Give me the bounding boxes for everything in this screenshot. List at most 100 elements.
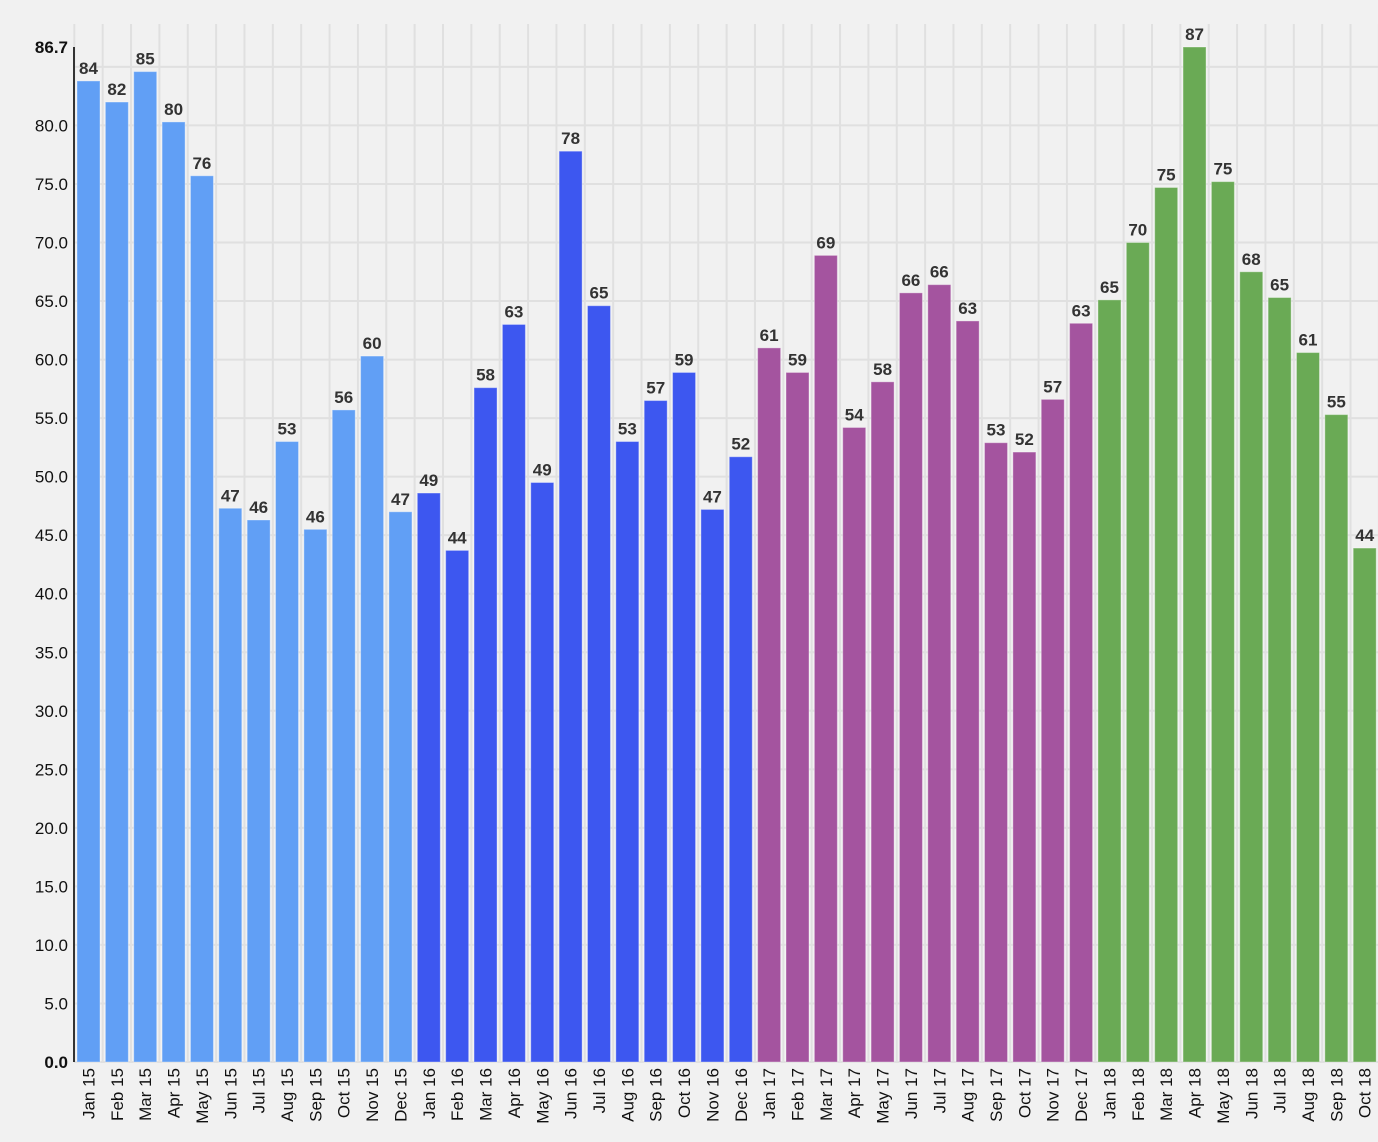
data-label: 54 <box>845 405 864 424</box>
y-tick-label: 40.0 <box>35 585 68 604</box>
x-tick-label: Dec 15 <box>391 1068 410 1122</box>
y-tick-label: 5.0 <box>44 994 68 1013</box>
x-tick-label: May 15 <box>193 1068 212 1124</box>
bar <box>1267 297 1292 1063</box>
data-label: 85 <box>136 50 155 69</box>
data-label: 58 <box>873 360 892 379</box>
y-tick-label: 86.7 <box>35 38 68 57</box>
bar <box>76 80 101 1063</box>
data-label: 61 <box>1299 331 1318 350</box>
bar <box>1012 451 1037 1063</box>
bar <box>842 426 867 1063</box>
data-label: 47 <box>221 486 240 505</box>
x-tick-label: Apr 18 <box>1186 1068 1205 1118</box>
y-tick-label: 45.0 <box>35 526 68 545</box>
x-tick-label: Aug 15 <box>278 1068 297 1122</box>
bar <box>984 442 1009 1063</box>
x-tick-label: Apr 15 <box>165 1068 184 1118</box>
bar <box>360 355 385 1063</box>
data-label: 76 <box>192 154 211 173</box>
bar <box>927 284 952 1063</box>
x-tick-label: May 18 <box>1214 1068 1233 1124</box>
x-tick-label: Jan 18 <box>1100 1068 1119 1119</box>
bar <box>1069 322 1094 1063</box>
x-tick-label: Jan 15 <box>80 1068 99 1119</box>
y-axis: 0.0 5.0 10.0 15.0 20.0 25.0 30.0 35.0 40.0 45.0 50… <box>35 38 75 1072</box>
data-label: 63 <box>1072 301 1091 320</box>
data-label: 68 <box>1242 250 1261 269</box>
x-tick-label: Jan 17 <box>760 1068 779 1119</box>
y-tick-label: 60.0 <box>35 351 68 370</box>
bar <box>530 482 555 1063</box>
data-label: 63 <box>504 302 523 321</box>
bar <box>1154 186 1179 1063</box>
bars <box>76 46 1377 1063</box>
bar <box>955 320 980 1063</box>
x-tick-label: Nov 15 <box>363 1068 382 1122</box>
x-tick-label: Jul 18 <box>1271 1068 1290 1113</box>
data-label: 84 <box>79 59 98 78</box>
y-tick-label: 70.0 <box>35 234 68 253</box>
x-tick-label: Feb 16 <box>448 1068 467 1121</box>
bar <box>1097 299 1122 1063</box>
x-tick-label: Sep 15 <box>306 1068 325 1122</box>
data-label: 70 <box>1128 221 1147 240</box>
data-label: 75 <box>1157 165 1176 184</box>
data-label: 63 <box>958 299 977 318</box>
data-label: 78 <box>561 129 580 148</box>
bar <box>1125 242 1150 1063</box>
x-tick-label: Mar 18 <box>1157 1068 1176 1121</box>
data-label: 55 <box>1327 393 1346 412</box>
bar <box>445 549 470 1063</box>
data-label: 44 <box>448 528 467 547</box>
bar <box>813 254 838 1063</box>
x-tick-label: Apr 16 <box>505 1068 524 1118</box>
x-tick-label: Jun 17 <box>902 1068 921 1119</box>
x-tick-label: May 17 <box>874 1068 893 1124</box>
bar <box>757 347 782 1063</box>
y-tick-label: 25.0 <box>35 760 68 779</box>
x-tick-label: Oct 18 <box>1356 1068 1375 1118</box>
x-tick-label: Jul 15 <box>250 1068 269 1113</box>
x-tick-label: Jan 16 <box>420 1068 439 1119</box>
bar <box>728 456 753 1063</box>
data-label: 80 <box>164 100 183 119</box>
data-label: 47 <box>703 487 722 506</box>
x-tick-label: Sep 18 <box>1327 1068 1346 1122</box>
bar <box>1352 547 1377 1063</box>
bar <box>586 305 611 1063</box>
x-tick-label: Nov 16 <box>703 1068 722 1122</box>
y-tick-label: 75.0 <box>35 175 68 194</box>
x-tick-label: Oct 17 <box>1015 1068 1034 1118</box>
bar <box>331 409 356 1063</box>
x-tick-label: Apr 17 <box>845 1068 864 1118</box>
y-tick-label: 15.0 <box>35 877 68 896</box>
bar <box>416 492 441 1063</box>
x-tick-label: Aug 17 <box>959 1068 978 1122</box>
x-tick-label: Jul 17 <box>930 1068 949 1113</box>
x-tick-label: May 16 <box>533 1068 552 1124</box>
x-tick-label: Nov 17 <box>1044 1068 1063 1122</box>
data-label: 53 <box>618 420 637 439</box>
bar <box>615 441 640 1063</box>
x-tick-label: Dec 17 <box>1072 1068 1091 1122</box>
data-label: 49 <box>533 461 552 480</box>
bar <box>161 121 186 1063</box>
x-tick-label: Dec 16 <box>732 1068 751 1122</box>
bar <box>558 150 583 1063</box>
bar <box>643 400 668 1063</box>
x-tick-label: Jul 16 <box>590 1068 609 1113</box>
bar <box>1295 352 1320 1063</box>
bar <box>700 508 725 1063</box>
bar <box>218 507 243 1063</box>
bar <box>189 175 214 1063</box>
x-tick-label: Mar 17 <box>817 1068 836 1121</box>
y-tick-label: 35.0 <box>35 643 68 662</box>
data-label: 53 <box>278 420 297 439</box>
bar <box>133 71 158 1063</box>
x-tick-label: Jun 18 <box>1242 1068 1261 1119</box>
data-label: 59 <box>788 350 807 369</box>
data-label: 65 <box>590 284 609 303</box>
bar <box>303 528 328 1063</box>
